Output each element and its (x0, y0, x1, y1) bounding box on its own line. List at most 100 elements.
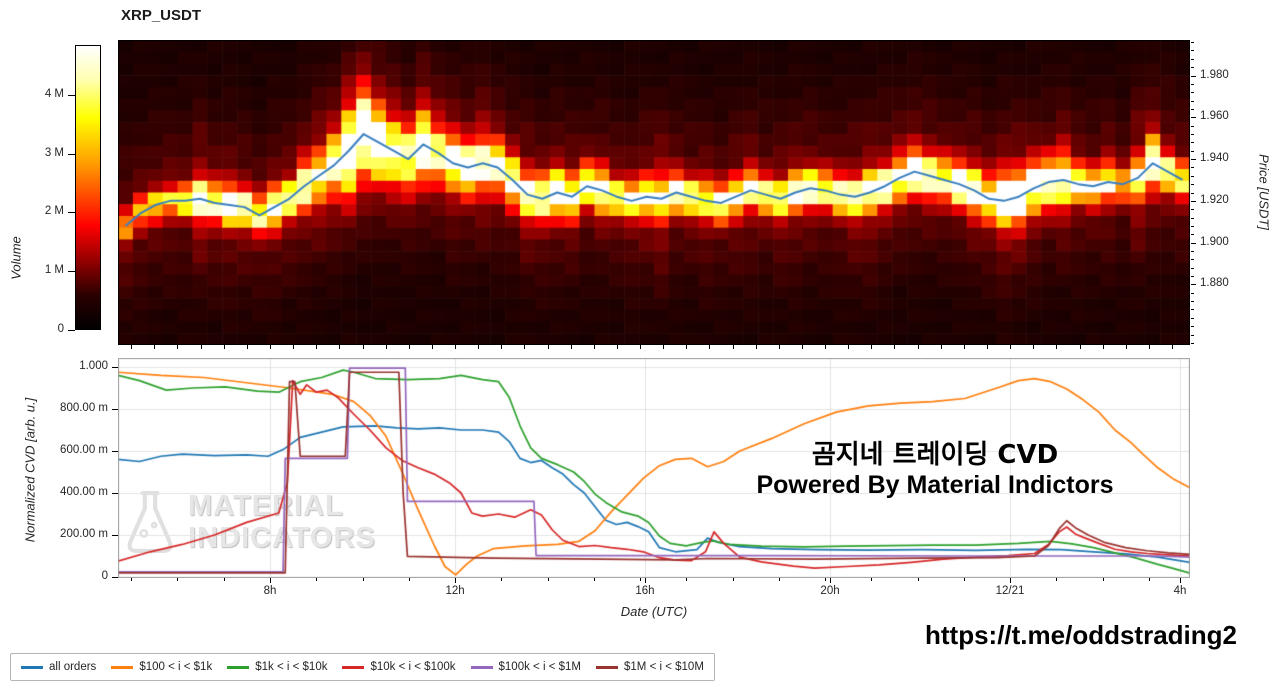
price-minor-tick-mark (1191, 142, 1194, 144)
heatmap-xtick-mark (524, 345, 526, 349)
price-minor-tick-mark (1191, 108, 1194, 110)
telegram-link-text: https://t.me/oddstrading2 (925, 620, 1237, 650)
heatmap-xtick-mark (478, 345, 480, 349)
price-minor-tick-mark (1191, 117, 1194, 119)
price-minor-tick-mark (1191, 175, 1194, 177)
cvd-axis-label-text: Normalized CVD [arb. u.] (22, 397, 38, 543)
price-minor-tick-mark (1191, 276, 1194, 278)
price-minor-tick-mark (1191, 100, 1194, 102)
cvd-minor-xtick-mark (640, 578, 642, 581)
cvd-ytick-label: 600.00 m (60, 444, 108, 456)
cvd-xtick-label: 12/21 (995, 585, 1025, 597)
price-minor-tick-mark (1191, 209, 1194, 211)
price-minor-tick-mark (1191, 326, 1194, 328)
heatmap-xtick-mark (362, 345, 364, 349)
cvd-xtick-mark (644, 578, 646, 583)
cvd-chart-canvas (118, 358, 1190, 578)
heatmap-xtick-mark (709, 345, 711, 349)
price-minor-tick-mark (1191, 309, 1194, 311)
heatmap-xtick-mark (640, 345, 642, 349)
price-tick-label: 1.900 (1200, 235, 1229, 248)
annotation-powered-by: Powered By Material Indictors (756, 471, 1114, 499)
heatmap-xtick-mark (986, 345, 988, 349)
price-tick-label: 1.980 (1200, 68, 1229, 81)
colorbar-tick-label: 0 (57, 323, 64, 335)
colorbar-tick-label: 4 M (44, 87, 64, 100)
heatmap-xtick-mark (316, 345, 318, 349)
price-minor-tick-mark (1191, 125, 1194, 127)
legend-box: all orders $100 < i < $1k $1k < i < $10k $1… (10, 653, 715, 681)
legend-label: all orders (49, 661, 97, 673)
heatmap-xtick-mark (825, 345, 827, 349)
cvd-minor-xtick-mark (223, 578, 225, 581)
cvd-ytick-label: 800.00 m (60, 402, 108, 414)
price-minor-tick-mark (1191, 284, 1194, 286)
price-tick-label: 1.880 (1200, 277, 1229, 290)
legend-label: $100 < i < $1k (139, 661, 213, 673)
legend-line-swatch (21, 665, 43, 669)
price-minor-tick-mark (1191, 267, 1194, 269)
cvd-ytick-label: 0 (101, 570, 108, 582)
price-axis-label-text: Price [USDT] (1256, 154, 1272, 230)
price-minor-tick-mark (1191, 75, 1194, 77)
legend-item: $1k < i < $10k (227, 661, 327, 673)
cvd-minor-xtick-mark (1148, 578, 1150, 581)
price-minor-tick-mark (1191, 42, 1194, 44)
colorbar-tick-mark (68, 153, 75, 155)
heatmap-xtick-mark (431, 345, 433, 349)
heatmap-xtick-mark (547, 345, 549, 349)
cvd-xtick-label: 20h (820, 585, 840, 597)
heatmap-xtick-mark (270, 345, 271, 349)
heatmap-xtick-mark (154, 345, 156, 349)
price-minor-tick-mark (1191, 58, 1194, 60)
cvd-minor-xtick-mark (963, 578, 965, 581)
price-minor-tick-mark (1191, 83, 1194, 85)
legend-item: $100 < i < $1k (111, 661, 212, 673)
price-minor-tick-mark (1191, 167, 1194, 169)
colorbar-tick-label: 2 M (44, 205, 64, 218)
cvd-ytick-mark (112, 535, 118, 536)
legend-line-swatch (342, 665, 365, 669)
heatmap-xtick-mark (1148, 345, 1150, 349)
legend-item: $10k < i < $100k (342, 661, 456, 673)
heatmap-xtick-mark (246, 345, 248, 349)
cvd-minor-xtick-mark (871, 578, 873, 581)
price-minor-tick-mark (1191, 50, 1194, 52)
annotation-overlay: 곰지네 트레이딩 CVD Powered By Material Indicto… (705, 434, 1165, 500)
cvd-xtick-label: 4h (1173, 585, 1187, 597)
price-minor-tick-mark (1191, 342, 1194, 344)
heatmap-xtick-mark (1033, 345, 1035, 349)
price-tick-label: 1.940 (1200, 152, 1229, 165)
legend-label: $100k < i < $1M (498, 661, 581, 673)
heatmap-xtick-mark (593, 345, 595, 349)
cvd-ytick-label: 200.00 m (60, 528, 108, 540)
heatmap-xtick-mark (755, 345, 757, 349)
volume-price-heatmap-canvas (118, 40, 1190, 345)
legend-line-swatch (596, 665, 618, 669)
heatmap-xtick-mark (894, 345, 896, 349)
legend-label: $1M < i < $10M (624, 661, 704, 673)
price-minor-tick-mark (1191, 292, 1194, 294)
legend-label: $10k < i < $100k (370, 661, 456, 673)
heatmap-xtick-mark (339, 345, 341, 349)
volume-colorbar (75, 45, 101, 330)
heatmap-xtick-mark (663, 345, 665, 349)
price-minor-tick-mark (1191, 225, 1194, 227)
heatmap-xtick-mark (801, 345, 803, 349)
price-minor-tick-mark (1191, 317, 1194, 319)
cvd-minor-xtick-mark (1010, 578, 1012, 581)
price-minor-tick-mark (1191, 250, 1194, 252)
price-minor-tick-mark (1191, 217, 1194, 219)
cvd-minor-xtick-mark (316, 578, 318, 581)
cvd-minor-xtick-mark (270, 578, 271, 581)
cvd-xtick-label: 8h (263, 585, 277, 597)
price-minor-tick-mark (1191, 301, 1194, 303)
price-minor-tick-mark (1191, 200, 1194, 202)
cvd-ytick-mark (112, 367, 118, 368)
cvd-ytick-mark (112, 451, 118, 452)
cvd-minor-xtick-mark (825, 578, 827, 581)
heatmap-xtick-mark (177, 345, 179, 349)
cvd-minor-xtick-mark (1102, 578, 1104, 581)
heatmap-xtick-mark (1056, 345, 1058, 349)
colorbar-tick-mark (68, 330, 75, 331)
